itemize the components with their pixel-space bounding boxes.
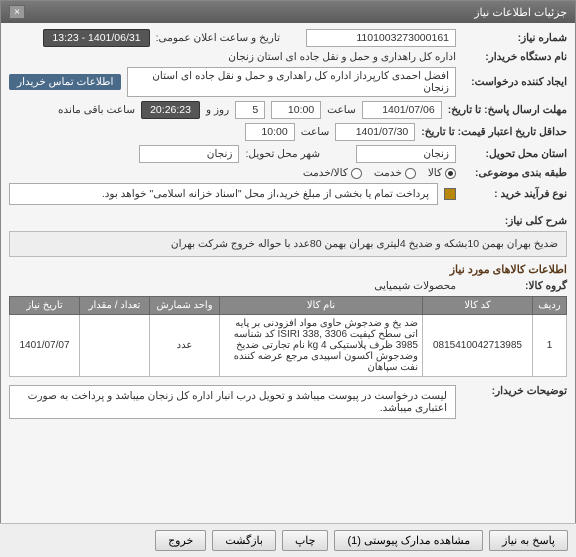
remain-time: 20:26:23 (141, 101, 200, 119)
respond-button[interactable]: پاسخ به نیاز (489, 530, 568, 551)
buytype-checkbox[interactable] (444, 188, 456, 200)
items-table: ردیف کد کالا نام کالا واحد شمارش تعداد /… (9, 296, 567, 377)
province-value: زنجان (356, 145, 456, 163)
buyer-value: اداره کل راهداری و حمل و نقل جاده ای است… (228, 51, 456, 63)
creator-label: ایجاد کننده درخواست: (462, 76, 567, 88)
cell-qty (80, 315, 150, 377)
th-qty: تعداد / مقدار (80, 297, 150, 315)
contact-link[interactable]: اطلاعات تماس خریدار (9, 74, 121, 90)
remain-label: ساعت باقی مانده (58, 104, 135, 116)
summary-label: شرح کلی نیاز: (462, 215, 567, 227)
cell-date: 1401/07/07 (10, 315, 80, 377)
buytype-label: نوع فرآیند خرید : (462, 188, 567, 200)
radio-goods[interactable]: کالا (428, 167, 456, 179)
window-title: جزئیات اطلاعات نیاز (474, 6, 567, 19)
exit-button[interactable]: خروج (155, 530, 206, 551)
summary-box: ضدیخ بهران بهمن 10بشکه و ضدیخ 4لیتری بهر… (9, 231, 567, 257)
cell-code: 0815410042713985 (423, 315, 533, 377)
creator-value: افضل احمدی کارپرداز اداره کل راهداری و ح… (127, 67, 456, 97)
table-row[interactable]: 1 0815410042713985 ضد یخ و ضدجوش حاوی مو… (10, 315, 567, 377)
cell-unit: عدد (150, 315, 220, 377)
radio-goodservice[interactable]: کالا/خدمت (303, 167, 362, 179)
valid-label: حداقل تاریخ اعتبار قیمت: تا تاریخ: (421, 126, 567, 138)
radio-service[interactable]: خدمت (374, 167, 416, 179)
th-date: تاریخ نیاز (10, 297, 80, 315)
city-label: شهر محل تحویل: (245, 148, 320, 160)
deadline-date: 1401/07/06 (362, 101, 442, 119)
city-value: زنجان (139, 145, 239, 163)
announce-value: 1401/06/31 - 13:23 (43, 29, 149, 47)
buyer-notes-value: لیست درخواست در پیوست میباشد و تحویل درب… (9, 385, 456, 419)
announce-label: تاریخ و ساعت اعلان عمومی: (156, 32, 280, 44)
bottom-toolbar: پاسخ به نیاز مشاهده مدارک پیوستی (1) چاپ… (0, 523, 576, 557)
category-radio-group: کالا خدمت کالا/خدمت (303, 167, 456, 179)
cell-name: ضد یخ و ضدجوش حاوی مواد افزودنی بر پایه … (220, 315, 423, 377)
deadline-label: مهلت ارسال پاسخ: تا تاریخ: (448, 104, 567, 116)
valid-time: 10:00 (245, 123, 295, 141)
items-section-title: اطلاعات کالاهای مورد نیاز (9, 263, 567, 276)
days-left: 5 (235, 101, 265, 119)
cell-idx: 1 (533, 315, 567, 377)
day-label: روز و (206, 104, 229, 116)
valid-date: 1401/07/30 (335, 123, 415, 141)
time-label-1: ساعت (327, 104, 356, 116)
buyer-label: نام دستگاه خریدار: (462, 51, 567, 63)
buyer-notes-label: توضیحات خریدار: (462, 385, 567, 397)
th-code: کد کالا (423, 297, 533, 315)
goods-group-label: گروه کالا: (462, 280, 567, 292)
attachments-button[interactable]: مشاهده مدارک پیوستی (1) (334, 530, 483, 551)
need-no-field: 1101003273000161 (306, 29, 456, 47)
goods-group-value: محصولات شیمیایی (374, 280, 456, 292)
th-name: نام کالا (220, 297, 423, 315)
time-label-2: ساعت (301, 126, 330, 138)
deadline-time: 10:00 (271, 101, 321, 119)
province-label: استان محل تحویل: (462, 148, 567, 160)
need-no-label: شماره نیاز: (462, 32, 567, 44)
th-row: ردیف (533, 297, 567, 315)
title-bar: جزئیات اطلاعات نیاز × (1, 1, 575, 23)
print-button[interactable]: چاپ (282, 530, 329, 551)
content-area: شماره نیاز: 1101003273000161 تاریخ و ساع… (1, 23, 575, 429)
back-button[interactable]: بازگشت (212, 530, 276, 551)
buytype-note: پرداخت تمام یا بخشی از مبلغ خرید،از محل … (9, 183, 438, 205)
close-icon[interactable]: × (9, 5, 25, 19)
th-unit: واحد شمارش (150, 297, 220, 315)
group-label: طبقه بندی موضوعی: (462, 167, 567, 179)
